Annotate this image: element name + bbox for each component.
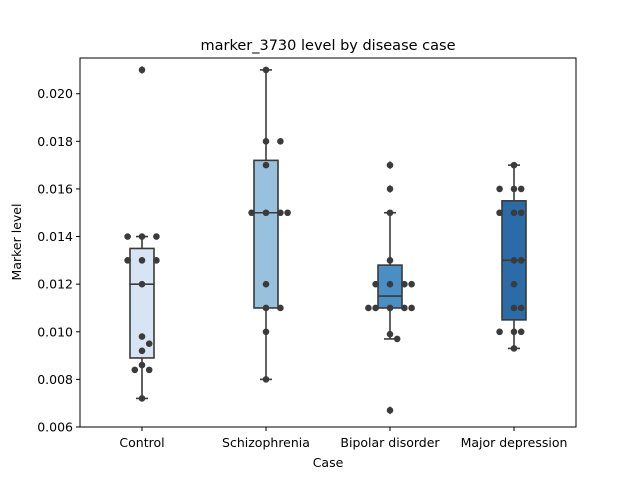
data-point: [393, 335, 401, 343]
data-point: [386, 185, 394, 193]
y-tick-label: 0.010: [37, 324, 73, 339]
chart-title: marker_3730 level by disease case: [201, 38, 456, 54]
data-point: [510, 209, 518, 217]
data-point: [517, 209, 525, 217]
data-point: [401, 304, 408, 312]
data-point: [145, 340, 153, 347]
data-point: [386, 330, 394, 338]
data-point: [517, 304, 525, 312]
data-point: [510, 328, 518, 336]
data-point: [248, 209, 255, 217]
data-point: [372, 304, 379, 312]
data-point: [510, 280, 518, 288]
data-point: [408, 304, 415, 312]
data-point: [131, 366, 139, 374]
y-tick-label: 0.014: [37, 229, 73, 244]
data-point: [372, 280, 379, 288]
data-point: [365, 304, 372, 312]
axes-frame: [79, 57, 577, 428]
y-tick-label: 0.018: [37, 134, 73, 149]
x-tick-label: Major depression: [461, 435, 568, 450]
data-point: [401, 280, 408, 288]
data-point: [262, 328, 270, 336]
axes: 0.006 0.008 0.010 0.012 0.014 0.016 0.018 0.020…: [37, 86, 567, 450]
data-point: [153, 233, 160, 240]
data-point: [386, 161, 394, 169]
y-tick-label: 0.006: [37, 420, 73, 435]
x-tick-label: Control: [119, 435, 164, 450]
x-axis-label: Case: [313, 455, 344, 470]
data-point: [262, 161, 270, 169]
data-point: [262, 376, 270, 383]
y-axis-label: Marker level: [9, 204, 24, 281]
data-point: [510, 345, 518, 352]
data-point: [277, 304, 284, 312]
data-point: [510, 185, 518, 193]
data-point: [510, 257, 518, 264]
data-point: [496, 328, 503, 336]
x-tick-label: Schizophrenia: [222, 435, 310, 450]
data-point: [408, 280, 415, 288]
plot-area: [124, 65, 527, 415]
data-point: [496, 209, 503, 217]
data-point: [517, 257, 525, 264]
data-point: [386, 280, 394, 288]
data-point: [510, 304, 518, 312]
data-point: [124, 257, 131, 264]
data-point: [262, 304, 270, 312]
data-point: [138, 333, 146, 340]
swarm-group: [496, 161, 525, 352]
data-point: [145, 366, 153, 374]
data-point: [277, 209, 284, 217]
y-tick-label: 0.008: [37, 372, 73, 387]
y-tick-label: 0.012: [37, 277, 73, 292]
data-point: [138, 395, 146, 402]
data-point: [517, 185, 525, 193]
data-point: [262, 209, 270, 217]
data-point: [496, 185, 503, 193]
data-point: [284, 209, 291, 217]
data-point: [124, 233, 131, 240]
data-point: [277, 138, 284, 145]
swarm-group: [248, 66, 291, 383]
swarm-group: [365, 161, 415, 414]
x-tick-label: Bipolar disorder: [340, 435, 440, 450]
data-point: [138, 347, 146, 355]
data-point: [153, 257, 160, 264]
data-point: [386, 304, 394, 312]
data-point: [262, 280, 270, 288]
data-point: [138, 361, 146, 369]
swarm-group: [124, 66, 160, 402]
y-tick-label: 0.020: [37, 86, 73, 101]
data-point: [386, 257, 394, 264]
data-point: [510, 161, 518, 169]
data-point: [386, 407, 394, 414]
data-point: [386, 209, 394, 217]
data-point: [262, 138, 270, 145]
data-point: [517, 328, 525, 336]
data-point: [138, 66, 146, 74]
data-point: [138, 280, 146, 288]
data-point: [138, 257, 146, 264]
data-point: [262, 66, 270, 74]
data-point: [138, 233, 146, 240]
y-tick-label: 0.016: [37, 181, 73, 196]
